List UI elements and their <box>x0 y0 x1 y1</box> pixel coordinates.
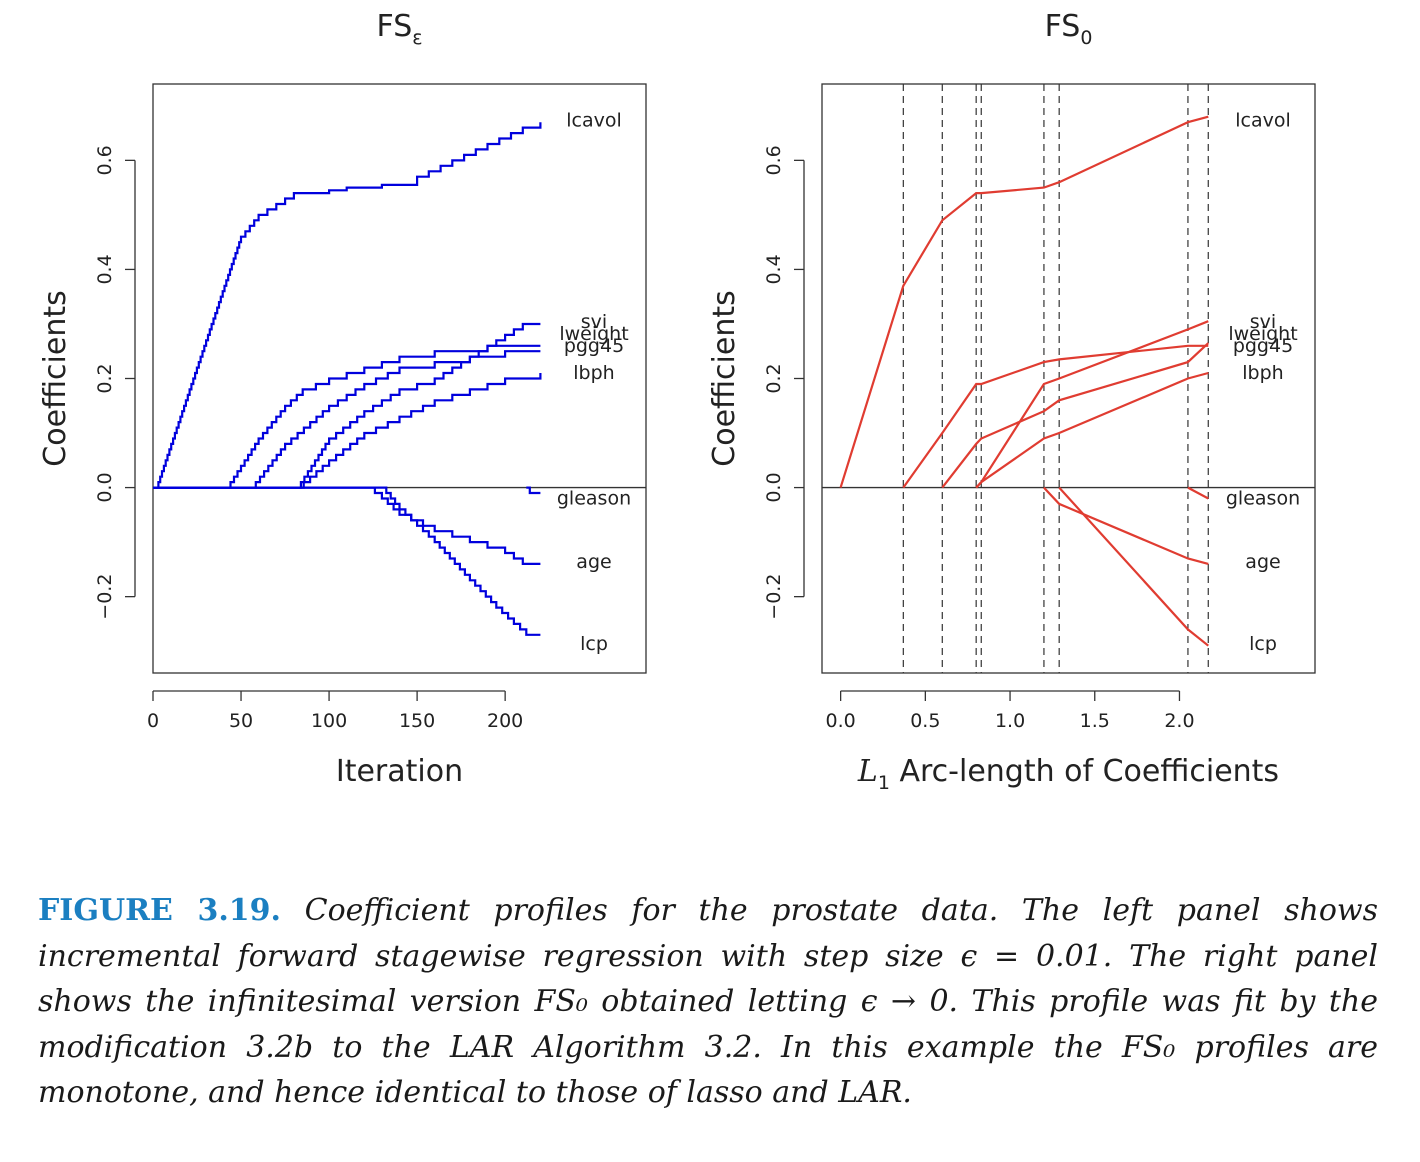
x-tick-label: 2.0 <box>1164 710 1194 732</box>
series-line-pgg45 <box>153 350 541 489</box>
series-line-lweight <box>902 344 1209 489</box>
series-label-lbph: lbph <box>573 362 614 384</box>
y-tick-label: −0.2 <box>763 574 785 620</box>
y-tick-label: 0.4 <box>94 254 116 284</box>
x-tick-label: 1.0 <box>995 710 1025 732</box>
series-label-gleason: gleason <box>1226 487 1300 509</box>
x-tick-label: 150 <box>399 710 435 732</box>
x-tick-label: 100 <box>311 710 347 732</box>
left-panel-fs-epsilon: FSε 0 50 100 150 200 −0.2 0.0 0.2 0.4 0.6 Iteration… <box>38 9 647 789</box>
series-line-gleason <box>1187 486 1209 500</box>
series-label-lcavol: lcavol <box>1235 109 1291 131</box>
figure: FSε 0 50 100 150 200 −0.2 0.0 0.2 0.4 0.6 Iteration… <box>38 9 1316 794</box>
y-tick-label: 0.0 <box>94 472 116 502</box>
y-tick-label: −0.2 <box>94 574 116 620</box>
left-plot-frame <box>152 83 647 674</box>
series-line-lcavol <box>153 122 542 489</box>
right-panel-title: FS0 <box>1045 9 1093 49</box>
series-label-lbph: lbph <box>1242 362 1283 384</box>
series-line-lbph <box>975 371 1209 489</box>
x-tick-label: 0.5 <box>910 710 940 732</box>
series-line-age <box>153 486 541 565</box>
right-panel-fs-zero: FS0 0.0 0.5 1.0 1.5 2.0 −0.2 0.0 0.2 0.4 0.6 L1 Arc… <box>707 9 1316 794</box>
series-line-age <box>1043 486 1209 565</box>
series-label-pgg45: pgg45 <box>564 335 624 357</box>
x-tick-label: 50 <box>229 710 253 732</box>
right-x-axis-title: L1 Arc-length of Coefficients <box>857 754 1279 794</box>
series-label-svi: svi <box>1250 311 1276 333</box>
y-tick-label: 0.6 <box>94 145 116 175</box>
x-tick-label: 200 <box>487 710 523 732</box>
series-line-lcp <box>1058 486 1209 647</box>
left-panel-title: FSε <box>376 9 422 49</box>
y-tick-label: 0.2 <box>94 363 116 393</box>
y-tick-label: 0.4 <box>763 254 785 284</box>
series-label-svi: svi <box>581 311 607 333</box>
series-line-lcavol <box>839 115 1209 488</box>
series-label-lcp: lcp <box>580 633 608 655</box>
x-tick-label: 0.0 <box>826 710 856 732</box>
caption-text: Coefficient profiles for the prostate da… <box>38 893 1378 1110</box>
y-tick-label: 0.0 <box>763 472 785 502</box>
x-tick-label: 1.5 <box>1080 710 1110 732</box>
left-x-axis-title: Iteration <box>336 754 463 789</box>
series-line-lweight <box>153 344 541 489</box>
series-label-age: age <box>576 551 611 573</box>
series-label-pgg45: pgg45 <box>1233 335 1293 357</box>
figure-caption: FIGURE 3.19. Coefficient profiles for th… <box>38 888 1378 1116</box>
right-y-axis-title: Coefficients <box>707 290 742 466</box>
series-line-lbph <box>153 373 542 489</box>
y-tick-label: 0.2 <box>763 363 785 393</box>
right-plot-frame <box>821 83 1316 674</box>
y-tick-label: 0.6 <box>763 145 785 175</box>
figure-label: FIGURE 3.19. <box>38 893 281 928</box>
series-label-lweight: lweight <box>1228 323 1297 345</box>
x-tick-label: 0 <box>147 710 159 732</box>
series-label-lweight: lweight <box>559 323 628 345</box>
series-label-lcavol: lcavol <box>566 109 622 131</box>
series-label-lcp: lcp <box>1249 633 1277 655</box>
series-label-gleason: gleason <box>557 487 631 509</box>
series-line-lcp <box>153 486 541 636</box>
series-line-pgg45 <box>941 342 1210 489</box>
series-line-gleason <box>526 486 541 495</box>
series-label-age: age <box>1245 551 1280 573</box>
series-line-svi <box>153 322 541 489</box>
left-y-axis-title: Coefficients <box>38 290 73 466</box>
